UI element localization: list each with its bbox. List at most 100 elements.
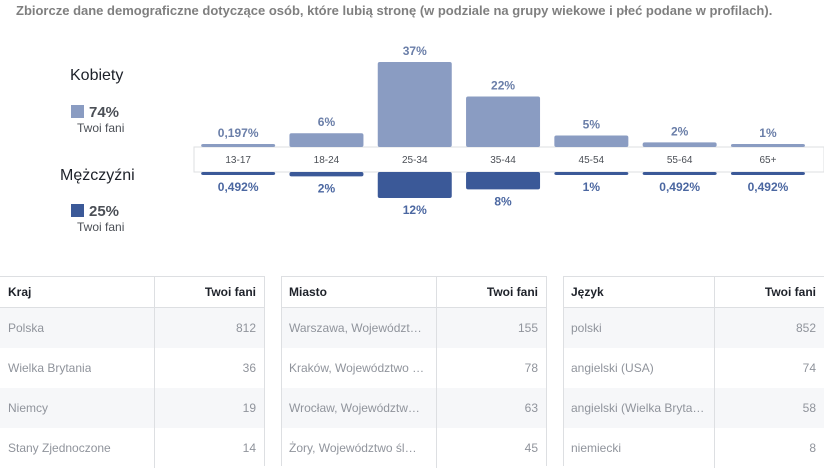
table-row: angielski (USA) 74 [563, 348, 824, 388]
row-name-cell-text: Stany Zjednoczone [8, 441, 111, 455]
column-header-fans: Twoi fani [714, 277, 824, 307]
men-bar-label: 0,492% [659, 180, 700, 194]
men-title: Mężczyźni [60, 167, 135, 184]
table-row: Kraków, Województwo … 78 [281, 348, 546, 388]
table-header-row: Kraj Twoi fani [0, 277, 264, 308]
row-name-cell: Polska [0, 308, 154, 348]
row-fans-cell: 78 [436, 348, 546, 388]
row-name-cell: Niemcy [0, 388, 154, 428]
table-divider [264, 276, 265, 466]
women-bar[interactable] [377, 62, 452, 147]
women-bar-label: 37% [403, 44, 427, 58]
table-row: Niemcy 19 [0, 388, 264, 428]
table-row: Stany Zjednoczone 14 [0, 428, 264, 468]
row-name-cell: angielski (Wielka Bryta… [563, 388, 714, 428]
column-header-name-text: Język [571, 285, 604, 299]
men-bar-label: 12% [403, 203, 427, 217]
row-fans-cell: 36 [154, 348, 264, 388]
row-name-cell: Wrocław, Województw… [281, 388, 436, 428]
row-name-cell-text: Kraków, Województwo … [289, 361, 425, 375]
row-name-cell: Kraków, Województwo … [281, 348, 436, 388]
women-bar-label: 5% [583, 118, 601, 132]
row-name-cell-text: polski [571, 321, 602, 335]
row-fans-cell: 8 [714, 428, 824, 468]
age-tick-label: 35-44 [490, 155, 516, 166]
row-name-cell: Stany Zjednoczone [0, 428, 154, 468]
men-bar[interactable] [201, 172, 276, 175]
table-row: Wrocław, Województw… 63 [281, 388, 546, 428]
row-name-cell: niemiecki [563, 428, 714, 468]
column-header-name-text: Miasto [289, 285, 328, 299]
row-name-cell-text: Żory, Województwo śl… [289, 441, 417, 455]
age-tick-label: 18-24 [314, 155, 340, 166]
men-bar[interactable] [554, 172, 629, 175]
men-fans-label: Twoi fani [77, 220, 125, 234]
row-name-cell: Żory, Województwo śl… [281, 428, 436, 468]
table-divider [281, 276, 282, 466]
men-bar[interactable] [730, 172, 805, 175]
men-bar-label: 1% [583, 180, 601, 194]
age-axis-band [193, 146, 824, 173]
table-divider [546, 276, 547, 466]
column-header-fans: Twoi fani [436, 277, 546, 307]
row-name-cell-text: Warszawa, Województ… [289, 321, 422, 335]
demographics-description: Zbiorcze dane demograficzne dotyczące os… [16, 3, 773, 18]
women-bar[interactable] [642, 142, 717, 147]
women-bar[interactable] [201, 144, 276, 147]
men-percent-value: 25% [89, 203, 120, 220]
women-percent: 74% [71, 104, 119, 121]
men-bar[interactable] [466, 172, 541, 190]
women-bar[interactable] [466, 96, 541, 147]
table-row: polski 852 [563, 308, 824, 348]
women-fans-label: Twoi fani [77, 121, 125, 135]
table-row: Żory, Województwo śl… 45 [281, 428, 546, 468]
city-table: Miasto Twoi fani Warszawa, Województ… 155 Kr… [281, 276, 546, 468]
column-header-name: Miasto [281, 277, 436, 307]
men-bar[interactable] [642, 172, 717, 175]
women-bar-label: 0,197% [218, 126, 259, 140]
column-header-fans: Twoi fani [154, 277, 264, 307]
women-bar[interactable] [289, 133, 364, 147]
fan-tables: Kraj Twoi fani Polska 812 Wielka Brytania 36 N… [0, 276, 824, 468]
column-header-name: Kraj [0, 277, 154, 307]
women-bar[interactable] [730, 144, 805, 147]
age-tick-label: 55-64 [667, 155, 693, 166]
row-name-cell: Warszawa, Województ… [281, 308, 436, 348]
age-tick-label: 65+ [759, 155, 776, 166]
row-name-cell-text: Wrocław, Województw… [289, 401, 420, 415]
row-name-cell: Wielka Brytania [0, 348, 154, 388]
row-name-cell-text: angielski (Wielka Bryta… [571, 401, 705, 415]
row-fans-cell: 58 [714, 388, 824, 428]
column-header-name: Język [563, 277, 714, 307]
table-row: Warszawa, Województ… 155 [281, 308, 546, 348]
men-bar-label: 8% [494, 194, 512, 208]
row-name-cell-text: niemiecki [571, 441, 622, 455]
men-bar-label: 0,492% [218, 180, 259, 194]
country-table: Kraj Twoi fani Polska 812 Wielka Brytania 36 N… [0, 276, 264, 468]
age-tick-label: 25-34 [402, 155, 428, 166]
women-bar-label: 6% [318, 115, 336, 129]
women-bar-label: 22% [491, 78, 515, 92]
row-fans-cell: 812 [154, 308, 264, 348]
row-name-cell: angielski (USA) [563, 348, 714, 388]
women-bar-label: 1% [759, 126, 777, 140]
row-fans-cell: 45 [436, 428, 546, 468]
women-color-swatch [71, 105, 84, 118]
men-bar-label: 2% [318, 181, 336, 195]
table-row: niemiecki 8 [563, 428, 824, 468]
women-bar[interactable] [554, 135, 629, 147]
table-row: angielski (Wielka Bryta… 58 [563, 388, 824, 428]
table-header-row: Język Twoi fani [563, 277, 824, 308]
row-name-cell-text: Wielka Brytania [8, 361, 92, 375]
men-bar[interactable] [289, 172, 364, 177]
row-fans-cell: 63 [436, 388, 546, 428]
row-name-cell: polski [563, 308, 714, 348]
age-tick-label: 13-17 [225, 155, 251, 166]
language-table: Język Twoi fani polski 852 angielski (USA) 74… [563, 276, 824, 468]
row-name-cell-text: Polska [8, 321, 45, 335]
men-bar[interactable] [377, 172, 452, 198]
table-row: Wielka Brytania 36 [0, 348, 264, 388]
table-header-row: Miasto Twoi fani [281, 277, 546, 308]
row-name-cell-text: Niemcy [8, 401, 49, 415]
row-fans-cell: 155 [436, 308, 546, 348]
